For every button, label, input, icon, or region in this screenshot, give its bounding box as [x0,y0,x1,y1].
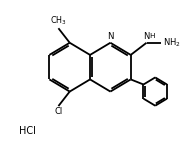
Text: NH$_2$: NH$_2$ [163,37,181,49]
Text: N: N [143,32,150,41]
Text: CH$_3$: CH$_3$ [50,15,67,27]
Text: H: H [150,33,155,39]
Text: N: N [107,32,114,41]
Text: Cl: Cl [54,107,62,116]
Text: HCl: HCl [19,126,36,136]
